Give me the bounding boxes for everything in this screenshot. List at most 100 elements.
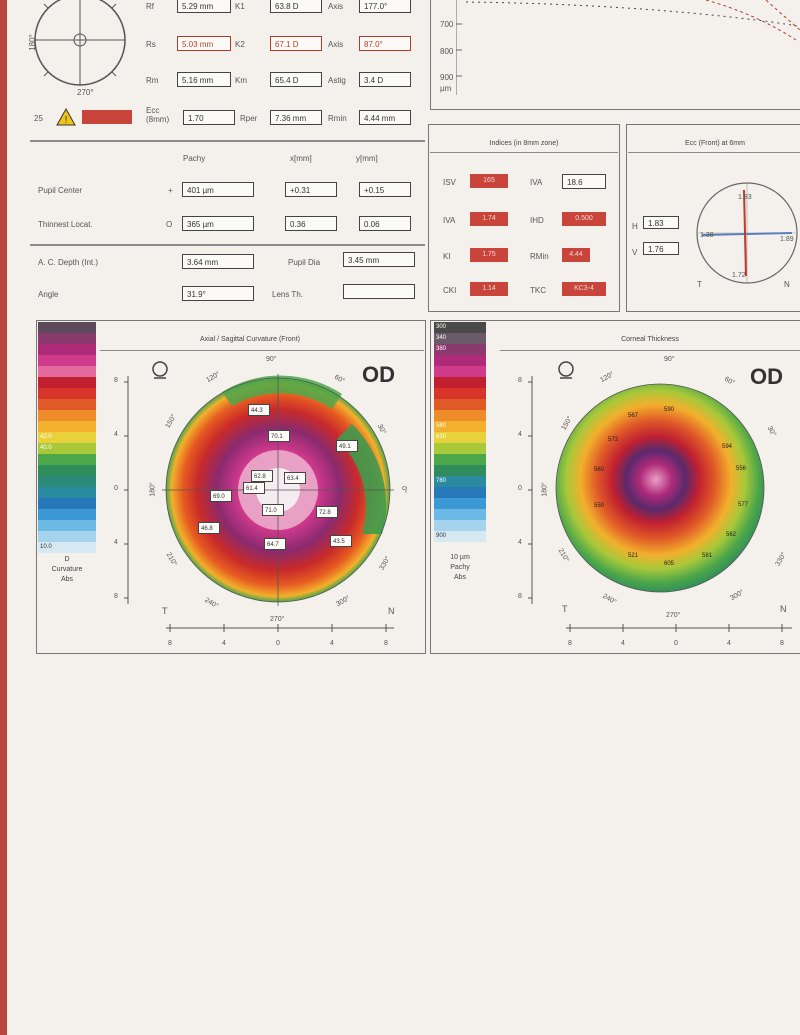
map-value: 521 bbox=[628, 553, 639, 559]
map-value: 43.5 bbox=[330, 535, 352, 547]
axis1-label: Axis bbox=[328, 2, 344, 11]
map-value: 70.1 bbox=[268, 430, 290, 442]
divider bbox=[628, 152, 800, 153]
n-label: N bbox=[780, 604, 787, 614]
warning-icon: ! bbox=[56, 108, 76, 126]
divider bbox=[30, 140, 425, 142]
thickness-y-axis bbox=[528, 376, 533, 604]
deg-label: 180° bbox=[149, 482, 157, 497]
axis-num: 8 bbox=[168, 640, 172, 647]
thickness-legend-unit: 10 µm bbox=[450, 554, 470, 561]
axis-num: 4 bbox=[518, 431, 522, 438]
depth-tick: 900 bbox=[440, 73, 454, 82]
axis-num: 0 bbox=[674, 640, 678, 647]
rper-value: 7.36 mm bbox=[270, 110, 322, 125]
divider bbox=[500, 350, 800, 351]
indices-title: Indices (in 8mm zone) bbox=[489, 140, 559, 147]
t-label: T bbox=[562, 604, 568, 614]
thickness-title: Corneal Thickness bbox=[621, 336, 679, 343]
pupil-center-label: Pupil Center bbox=[38, 186, 83, 195]
red-folder-edge bbox=[0, 0, 7, 1035]
curvature-scale-bottom: 10.0 bbox=[38, 542, 96, 553]
pupil-center-symbol: + bbox=[168, 186, 173, 195]
iva-label: IVA bbox=[530, 178, 543, 187]
rf-label: Rf bbox=[146, 2, 154, 11]
thickness-scale-label: 340 bbox=[434, 333, 486, 344]
thickness-x-axis bbox=[566, 624, 792, 632]
thickness-scale-label: 580 bbox=[434, 421, 486, 432]
map-value: 577 bbox=[738, 502, 749, 508]
axis-270-label: 270° bbox=[77, 88, 94, 97]
axis-num: 8 bbox=[518, 593, 522, 600]
map-value: 560 bbox=[594, 467, 605, 473]
ki-value: 1.75 bbox=[470, 248, 508, 262]
thickness-eye-label: OD bbox=[750, 364, 783, 389]
axis-num: 4 bbox=[621, 640, 625, 647]
ki-label: KI bbox=[443, 252, 451, 261]
thinnest-symbol: O bbox=[166, 220, 173, 229]
curvature-legend-d: D bbox=[64, 556, 70, 563]
magnifier-icon[interactable] bbox=[150, 360, 172, 386]
lens-th-label: Lens Th. bbox=[272, 290, 303, 299]
map-value: 590 bbox=[664, 407, 675, 413]
axis-num: 0 bbox=[114, 485, 118, 492]
y-header: y[mm] bbox=[356, 154, 378, 163]
acd-value: 3.64 mm bbox=[182, 254, 254, 269]
ecc-v-label: V bbox=[632, 248, 638, 257]
thickness-legend-abs: Abs bbox=[453, 574, 467, 581]
map-value: 72.8 bbox=[316, 506, 338, 518]
indices-panel bbox=[428, 124, 620, 312]
k1-value: 63.8 D bbox=[270, 0, 322, 13]
map-value: 573 bbox=[608, 437, 619, 443]
thinnest-label: Thinnest Locat. bbox=[38, 220, 93, 229]
axis-compass-icon bbox=[34, 0, 126, 86]
deg-label: 180° bbox=[541, 482, 549, 497]
map-value: 64.7 bbox=[264, 538, 286, 550]
axis-num: 0 bbox=[518, 485, 522, 492]
curvature-y-axis bbox=[124, 376, 129, 604]
thickness-scale-label: 300 bbox=[434, 322, 486, 333]
magnifier-icon[interactable] bbox=[556, 360, 578, 386]
rm-label: Rm bbox=[146, 76, 159, 85]
pupil-center-y: +0.15 bbox=[359, 182, 411, 197]
depth-plot-lines bbox=[456, 0, 800, 95]
svg-text:!: ! bbox=[65, 115, 68, 126]
pupil-dia-value: 3.45 mm bbox=[343, 252, 415, 267]
k2-value: 67.1 D bbox=[270, 36, 322, 51]
ecc-t-label: T bbox=[697, 280, 702, 289]
iva2-label: IVA bbox=[443, 216, 456, 225]
x-header: x[mm] bbox=[290, 154, 312, 163]
map-value: 62.8 bbox=[251, 470, 273, 482]
rmin-index-label: RMin bbox=[530, 252, 549, 261]
cki-label: CKI bbox=[443, 286, 457, 295]
curvature-title: Axial / Sagittal Curvature (Front) bbox=[200, 336, 300, 343]
thickness-map bbox=[555, 383, 765, 593]
qs-status-badge bbox=[82, 110, 132, 124]
rm-value: 5.16 mm bbox=[177, 72, 231, 87]
axis-num: 8 bbox=[114, 593, 118, 600]
km-label: Km bbox=[235, 76, 247, 85]
tkc-value: KC3-4 bbox=[562, 282, 606, 296]
thickness-scale-label: 900 bbox=[434, 531, 486, 542]
curvature-legend-abs: Abs bbox=[60, 576, 74, 583]
ecc-right-value: 1.89 bbox=[780, 236, 794, 243]
axis-num: 8 bbox=[518, 377, 522, 384]
rper-label: Rper bbox=[240, 114, 258, 123]
curvature-legend-type: Curvature bbox=[51, 566, 83, 573]
pupil-center-pachy: 401 µm bbox=[182, 182, 254, 197]
map-value: 562 bbox=[726, 532, 737, 538]
iva2-value: 1.74 bbox=[470, 212, 508, 226]
curvature-scale-label-1: 42.0 bbox=[38, 432, 96, 443]
divider bbox=[430, 152, 618, 153]
ecc-bottom-value: 1.72 bbox=[732, 272, 746, 279]
axis-num: 4 bbox=[222, 640, 226, 647]
lens-th-value bbox=[343, 284, 415, 299]
astig-value: 3.4 D bbox=[359, 72, 411, 87]
axis-num: 8 bbox=[780, 640, 784, 647]
pupil-center-x: +0.31 bbox=[285, 182, 337, 197]
thickness-map-panel bbox=[430, 320, 800, 654]
axis2-label: Axis bbox=[328, 40, 344, 49]
deg-label: 270° bbox=[270, 616, 285, 623]
ecc-left-value: 1.38 bbox=[700, 232, 714, 239]
rs-value: 5.03 mm bbox=[177, 36, 231, 51]
